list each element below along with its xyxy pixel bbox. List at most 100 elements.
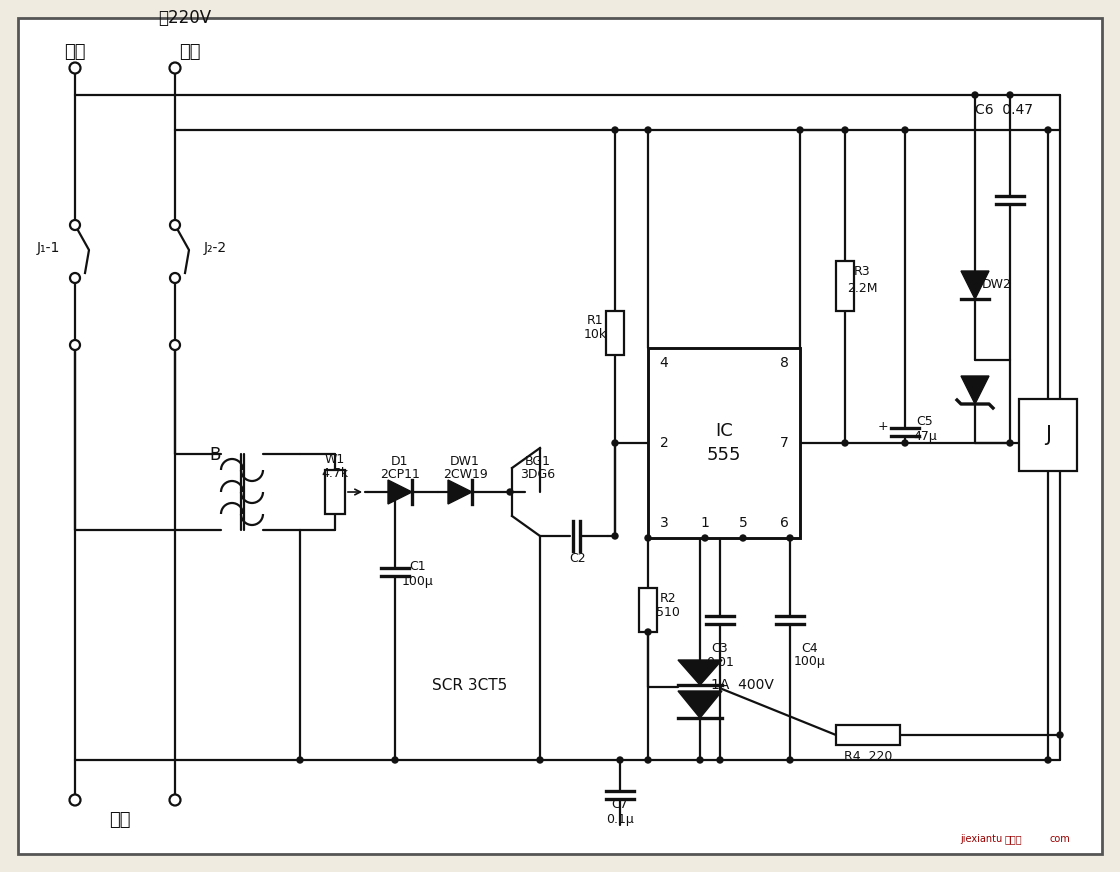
Text: C4: C4 [802,642,819,655]
Circle shape [842,440,848,446]
Text: 47μ: 47μ [913,431,936,444]
Text: 接线图: 接线图 [1005,834,1023,844]
Text: 2.2M: 2.2M [847,282,877,295]
Text: 555: 555 [707,446,741,464]
Polygon shape [678,691,722,718]
Circle shape [169,63,180,73]
Circle shape [787,757,793,763]
Text: 输出: 输出 [110,811,131,829]
Polygon shape [388,480,412,504]
Text: C6  0.47: C6 0.47 [976,103,1033,117]
Text: BG1: BG1 [525,455,551,468]
Text: 7: 7 [780,436,788,450]
Text: 1: 1 [701,516,709,530]
Circle shape [1045,127,1051,133]
Text: W1: W1 [325,453,345,467]
Circle shape [1045,757,1051,763]
Circle shape [787,535,793,541]
Circle shape [617,757,623,763]
Text: 0.01: 0.01 [706,656,734,669]
Circle shape [69,340,80,350]
Text: DW1: DW1 [450,455,480,468]
Text: 0.1μ: 0.1μ [606,814,634,827]
Circle shape [717,757,724,763]
Text: com: com [1051,834,1071,844]
Polygon shape [448,480,472,504]
Text: C3: C3 [711,642,728,655]
Circle shape [902,127,908,133]
Circle shape [645,629,651,635]
Text: 5: 5 [738,516,747,530]
Text: J: J [1045,425,1051,445]
Circle shape [69,273,80,283]
Text: R2: R2 [660,591,676,604]
Circle shape [169,794,180,806]
Circle shape [645,535,651,541]
Text: 3DG6: 3DG6 [521,468,556,481]
Circle shape [392,489,398,495]
Text: J₁-1: J₁-1 [36,241,59,255]
Text: C1: C1 [410,561,427,574]
Circle shape [612,127,618,133]
Circle shape [797,127,803,133]
Polygon shape [678,660,722,685]
Text: 8: 8 [780,356,788,370]
Circle shape [536,757,543,763]
Polygon shape [961,376,989,404]
Text: 100μ: 100μ [794,656,825,669]
Circle shape [1007,440,1012,446]
Text: 6: 6 [780,516,788,530]
Text: 2: 2 [660,436,669,450]
Text: B: B [209,446,221,464]
Circle shape [697,757,703,763]
Text: 510: 510 [656,605,680,618]
Text: 4: 4 [660,356,669,370]
Circle shape [645,127,651,133]
Circle shape [392,757,398,763]
Circle shape [1057,732,1063,738]
Bar [1019,399,1077,471]
Text: C7: C7 [612,799,628,812]
Text: +: + [878,420,888,433]
Text: 零线: 零线 [64,43,86,61]
Circle shape [702,535,708,541]
Circle shape [842,127,848,133]
Text: 100μ: 100μ [402,576,433,589]
Text: C5: C5 [916,415,933,428]
Text: 3: 3 [660,516,669,530]
Text: 1A  400V: 1A 400V [710,678,774,692]
Bar [648,348,800,538]
Text: ～220V: ～220V [158,9,212,27]
Bar [606,311,624,355]
Bar [640,588,657,632]
Polygon shape [961,271,989,299]
Circle shape [170,340,180,350]
Circle shape [170,273,180,283]
Text: D1: D1 [391,455,409,468]
Circle shape [69,794,81,806]
Text: SCR 3CT5: SCR 3CT5 [432,678,507,692]
Circle shape [972,92,978,98]
Circle shape [1007,92,1012,98]
Circle shape [612,533,618,539]
Text: IC: IC [716,422,732,440]
Circle shape [297,757,304,763]
Text: jiexiantu: jiexiantu [960,834,1002,844]
Circle shape [170,220,180,230]
Text: J₂-2: J₂-2 [204,241,226,255]
Text: R1: R1 [587,315,604,328]
Text: DW2: DW2 [982,278,1012,291]
Circle shape [507,489,513,495]
Circle shape [740,535,746,541]
Text: 2CW19: 2CW19 [442,468,487,481]
Bar [325,470,345,514]
Circle shape [69,220,80,230]
Circle shape [902,440,908,446]
Text: R4  220: R4 220 [843,751,893,764]
Circle shape [69,63,81,73]
Text: 相线: 相线 [179,43,200,61]
Text: 10k: 10k [584,329,607,342]
Circle shape [612,440,618,446]
Text: 2CP11: 2CP11 [380,468,420,481]
Text: C2: C2 [570,551,586,564]
